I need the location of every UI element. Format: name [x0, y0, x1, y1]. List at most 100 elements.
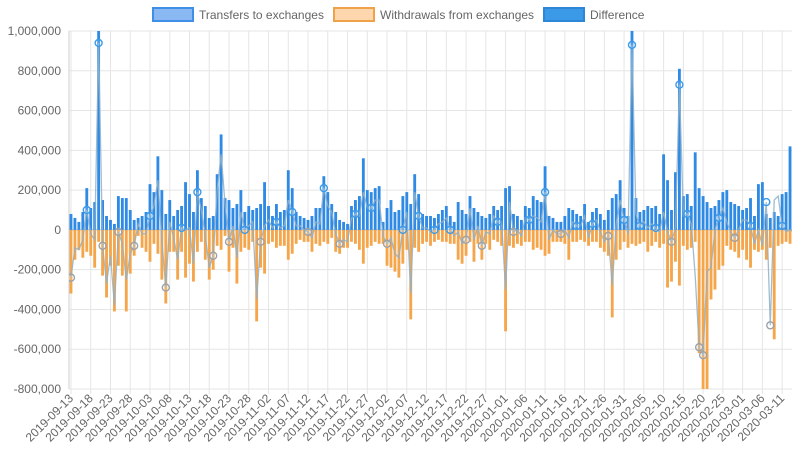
- withdrawals-bar: [527, 229, 531, 242]
- withdrawals-bar: [460, 229, 464, 264]
- transfers-bar: [638, 211, 642, 230]
- x-axis: 2019-09-132019-09-182019-09-232019-09-28…: [23, 389, 787, 445]
- transfers-bar: [745, 208, 748, 230]
- withdrawals-bar: [793, 230, 796, 248]
- withdrawals-bar: [579, 229, 583, 240]
- withdrawals-bar: [144, 229, 148, 252]
- withdrawals-bar: [725, 229, 729, 246]
- difference-point: [351, 209, 360, 219]
- withdrawals-bar: [496, 229, 500, 242]
- legend-swatch-difference: [543, 7, 585, 22]
- transfers-bar: [421, 213, 425, 230]
- withdrawals-bar: [389, 229, 393, 268]
- withdrawals-bar: [436, 229, 440, 240]
- transfers-bar: [251, 210, 255, 230]
- difference-point: [794, 203, 798, 210]
- withdrawals-bar: [634, 229, 638, 246]
- transfers-bar: [322, 176, 326, 230]
- transfers-bar: [602, 219, 606, 230]
- difference-point: [698, 350, 708, 360]
- transfers-bar: [334, 211, 338, 230]
- transfers-bar: [587, 221, 590, 230]
- transfers-bar: [610, 198, 614, 230]
- transfers-bar: [500, 206, 504, 230]
- transfers-bar: [203, 206, 207, 230]
- difference-point: [98, 241, 107, 251]
- transfers-bar: [689, 206, 693, 230]
- transfers-bar: [120, 198, 124, 230]
- difference-point: [272, 217, 281, 227]
- withdrawals-bar: [776, 229, 780, 246]
- transfers-bar: [571, 210, 575, 230]
- withdrawals-bar: [448, 229, 452, 244]
- difference-point: [193, 187, 202, 197]
- transfers-bar: [342, 221, 346, 230]
- transfers-bar: [614, 194, 618, 230]
- withdrawals-bar: [662, 229, 666, 244]
- withdrawals-bar: [203, 229, 207, 260]
- withdrawals-bar: [160, 229, 164, 280]
- withdrawals-bar: [539, 229, 543, 250]
- difference-point: [730, 233, 739, 243]
- plot-area: [69, 31, 798, 389]
- withdrawals-bar: [476, 229, 480, 244]
- withdrawals-bar: [591, 229, 594, 242]
- transfers-bar: [409, 204, 413, 230]
- legend-label-difference: Difference: [590, 8, 645, 22]
- withdrawals-bar: [215, 229, 219, 246]
- transfers-bar: [598, 213, 602, 230]
- transfers-bar: [776, 215, 780, 230]
- transfers-bar: [231, 208, 235, 230]
- difference-point: [319, 183, 329, 193]
- transfers-bar: [559, 221, 563, 230]
- transfers-bar: [697, 188, 701, 230]
- difference-point: [430, 225, 439, 235]
- transfers-bar: [642, 210, 646, 230]
- withdrawals-bar: [551, 229, 555, 242]
- withdrawals-bar: [749, 229, 752, 268]
- withdrawals-bar: [393, 229, 397, 272]
- transfers-bar: [496, 210, 500, 230]
- withdrawals-bar: [148, 229, 152, 262]
- legend-item-withdrawals[interactable]: Withdrawals from exchanges: [333, 7, 534, 22]
- transfers-bar: [658, 213, 662, 230]
- withdrawals-bar: [405, 229, 409, 250]
- withdrawals-bar: [610, 229, 614, 318]
- transfers-bar: [160, 190, 164, 230]
- withdrawals-bar: [654, 229, 658, 242]
- difference-point: [746, 221, 755, 231]
- difference-point: [335, 239, 344, 249]
- transfers-bar: [81, 211, 85, 230]
- difference-point: [461, 235, 471, 245]
- transfers-bar: [674, 172, 677, 230]
- transfers-bar: [547, 215, 551, 230]
- withdrawals-bar: [567, 229, 571, 260]
- difference-point: [446, 225, 455, 235]
- transfers-bar: [606, 210, 610, 230]
- transfers-bar: [405, 192, 409, 230]
- series-withdrawals: [69, 229, 796, 389]
- withdrawals-bar: [89, 229, 93, 256]
- transfers-bar: [113, 223, 116, 230]
- withdrawals-bar: [515, 229, 519, 244]
- transfers-bar: [753, 215, 756, 230]
- withdrawals-bar: [780, 229, 784, 244]
- withdrawals-bar: [330, 229, 334, 238]
- transfers-bar: [440, 210, 444, 230]
- withdrawals-bar: [484, 229, 488, 244]
- difference-point: [69, 273, 76, 282]
- legend-item-transfers[interactable]: Transfers to exchanges: [152, 7, 324, 22]
- withdrawals-bar: [500, 229, 504, 246]
- transfers-bar: [476, 211, 480, 230]
- series-difference: [69, 38, 798, 360]
- difference-point: [604, 231, 613, 241]
- difference-point: [398, 225, 408, 235]
- legend-item-difference[interactable]: Difference: [543, 7, 645, 22]
- difference-point: [209, 251, 218, 260]
- transfers-bar: [377, 186, 381, 230]
- legend-swatch-transfers: [152, 7, 194, 22]
- withdrawals-bar: [717, 229, 721, 270]
- withdrawals-bar: [365, 229, 369, 248]
- withdrawals-bar: [535, 229, 539, 248]
- withdrawals-bar: [251, 229, 255, 242]
